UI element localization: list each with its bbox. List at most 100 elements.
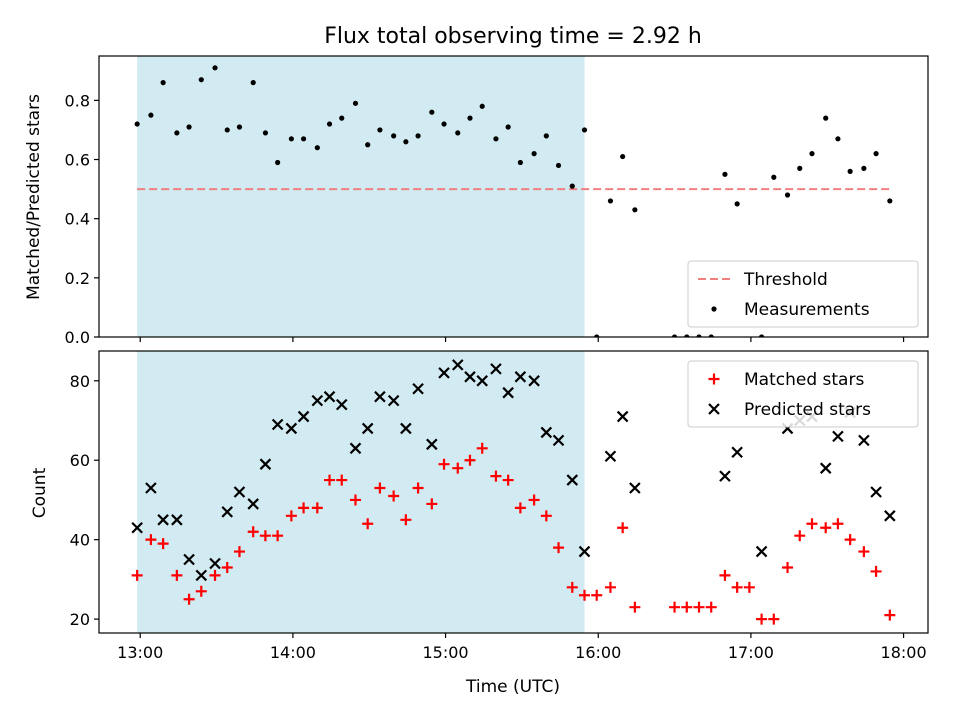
series-layer (131, 359, 896, 625)
predicted-stars-point (387, 394, 400, 407)
measurements-point (861, 165, 867, 171)
matched-stars-point (476, 442, 488, 454)
matched-stars-point (131, 569, 143, 581)
measurements-point (722, 171, 728, 177)
matched-stars-point (669, 601, 681, 613)
predicted-stars-point (285, 422, 298, 435)
observing-span-shade (137, 56, 585, 337)
matched-stars-point (884, 609, 896, 621)
measurements-point (377, 127, 383, 133)
measurements-point (809, 151, 815, 157)
measurements-point (148, 112, 154, 118)
predicted-stars-point (259, 458, 272, 470)
matched-stars-point (528, 494, 540, 506)
legend-box (687, 260, 919, 328)
y-tick-label: 60 (70, 451, 90, 470)
series-layer (134, 65, 893, 337)
bottom-panel: 20 40 60 80 13:00 14:00 15:00 16:00 17:00 18:00 Ma… (70, 350, 929, 662)
matched-stars-point (195, 585, 207, 597)
predicted-stars-point (209, 557, 221, 570)
predicted-stars-point (247, 498, 259, 510)
matched-stars-point (566, 581, 578, 593)
y-axis-label-ratio: Matched/Predicted stars (24, 94, 44, 300)
predicted-stars-point (528, 375, 540, 387)
y-tick-label: 0.8 (65, 91, 90, 110)
measurements-point (671, 334, 678, 337)
matched-stars-point (578, 589, 590, 601)
matched-stars-point (756, 613, 768, 625)
matched-stars-point (719, 569, 731, 581)
measurements-point (684, 334, 690, 337)
measurements-point (455, 130, 461, 136)
predicted-stars-point (514, 371, 527, 383)
legend-matched-stars-label: Matched stars (744, 370, 864, 390)
measurements-point (847, 168, 853, 174)
measurements-point (517, 159, 523, 166)
measurements-point (275, 159, 281, 166)
legend-measurements-label: Measurements (744, 300, 870, 320)
predicted-stars-point (157, 514, 169, 526)
predicted-stars-point (464, 371, 476, 383)
measurements-point (531, 151, 537, 157)
predicted-stars-point (374, 390, 386, 403)
matched-stars-point (540, 510, 552, 522)
matched-stars-point (844, 534, 856, 546)
predicted-stars-point (183, 553, 195, 566)
x-axis-label: Time (UTC) (465, 677, 560, 697)
matched-stars-point (514, 502, 526, 514)
matched-stars-point (452, 462, 464, 474)
measurements-point (505, 124, 511, 130)
predicted-stars-point (426, 438, 438, 451)
predicted-stars-point (171, 514, 183, 526)
y-tick-label: 40 (70, 531, 90, 550)
predicted-stars-point (819, 462, 832, 474)
matched-stars-point (438, 458, 450, 470)
measurements-point (250, 80, 256, 86)
predicted-stars-point (271, 418, 284, 431)
predicted-stars-point (731, 446, 743, 459)
measurements-point (160, 80, 166, 86)
predicted-stars-point (195, 569, 208, 582)
predicted-stars-point (400, 422, 412, 435)
measurements-point (632, 207, 638, 213)
predicted-stars-point (490, 363, 502, 375)
measurements-point (198, 77, 204, 83)
matched-stars-point (858, 546, 870, 558)
series-matched-stars (131, 442, 896, 625)
measurements-point (300, 136, 307, 142)
matched-stars-point (272, 530, 284, 542)
matched-stars-point (617, 522, 629, 534)
matched-stars-point (731, 581, 743, 593)
matched-stars-point (362, 518, 374, 530)
predicted-stars-point (604, 450, 617, 463)
matched-stars-point (171, 569, 183, 581)
matched-stars-point (412, 482, 424, 494)
matched-stars-point (604, 581, 616, 593)
predicted-stars-point (578, 545, 591, 558)
y-axis-label-count: Count (30, 467, 50, 518)
predicted-stars-point (552, 434, 565, 447)
predicted-stars-point (540, 426, 553, 439)
matched-stars-point (349, 494, 361, 506)
predicted-stars-point (451, 359, 464, 371)
matched-stars-point (629, 601, 641, 613)
matched-stars-point (311, 502, 323, 514)
measurements-point (326, 121, 333, 127)
matched-stars-point (820, 522, 832, 534)
matched-stars-point (233, 546, 245, 558)
measurements-point (441, 121, 447, 127)
predicted-stars-point (311, 394, 324, 407)
y-tick-label: 20 (70, 610, 90, 629)
predicted-stars-point (412, 382, 424, 395)
predicted-stars-point (297, 410, 310, 423)
matched-stars-point (259, 530, 271, 542)
matched-stars-point (768, 613, 780, 625)
x-tick-label: 13:00 (117, 643, 163, 662)
measurements-point (797, 165, 803, 171)
predicted-stars-point (566, 474, 579, 486)
predicted-stars-point (476, 375, 488, 387)
legend-predicted-stars-swatch (708, 403, 720, 415)
measurements-point (569, 183, 575, 189)
